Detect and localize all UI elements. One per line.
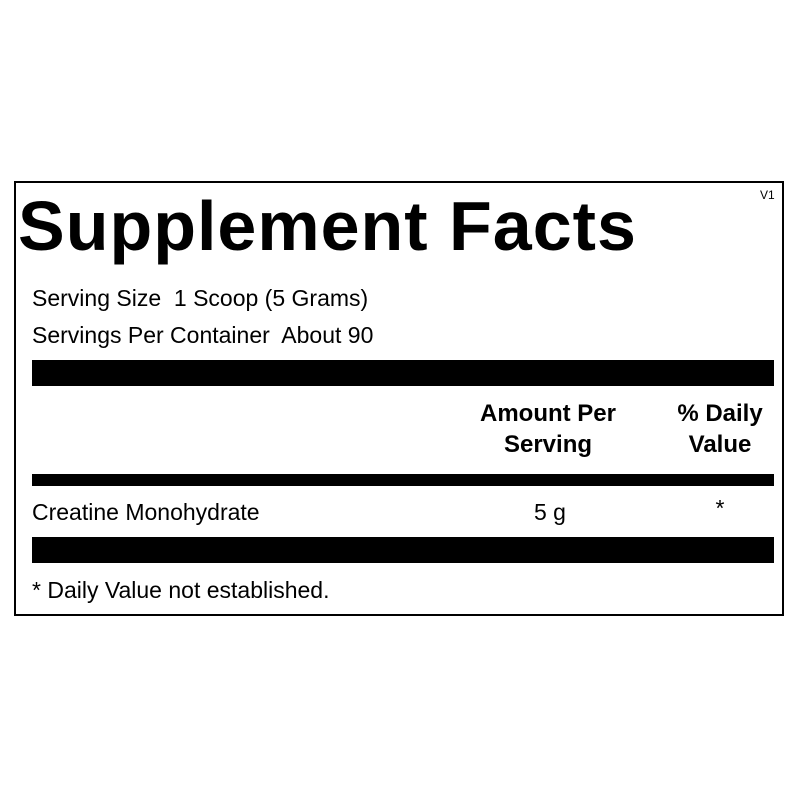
supplement-facts-panel [14, 181, 784, 616]
servings-per-container: Servings Per Container About 90 [32, 322, 374, 348]
ingredient-amount: 5 g [534, 499, 566, 525]
thick-divider [32, 360, 774, 386]
serving-size: Serving Size 1 Scoop (5 Grams) [32, 285, 369, 311]
ingredient-dv: * [715, 495, 725, 521]
dv-header: % Daily Value [677, 400, 763, 458]
version-label: V1 [760, 188, 775, 202]
footnote: * Daily Value not established. [32, 577, 330, 603]
amount-header: Amount Per Serving [479, 400, 616, 458]
panel-title: Supplement Facts [18, 187, 637, 265]
ingredient-name: Creatine Monohydrate [32, 499, 260, 525]
thick-divider [32, 537, 774, 563]
divider [32, 474, 774, 486]
